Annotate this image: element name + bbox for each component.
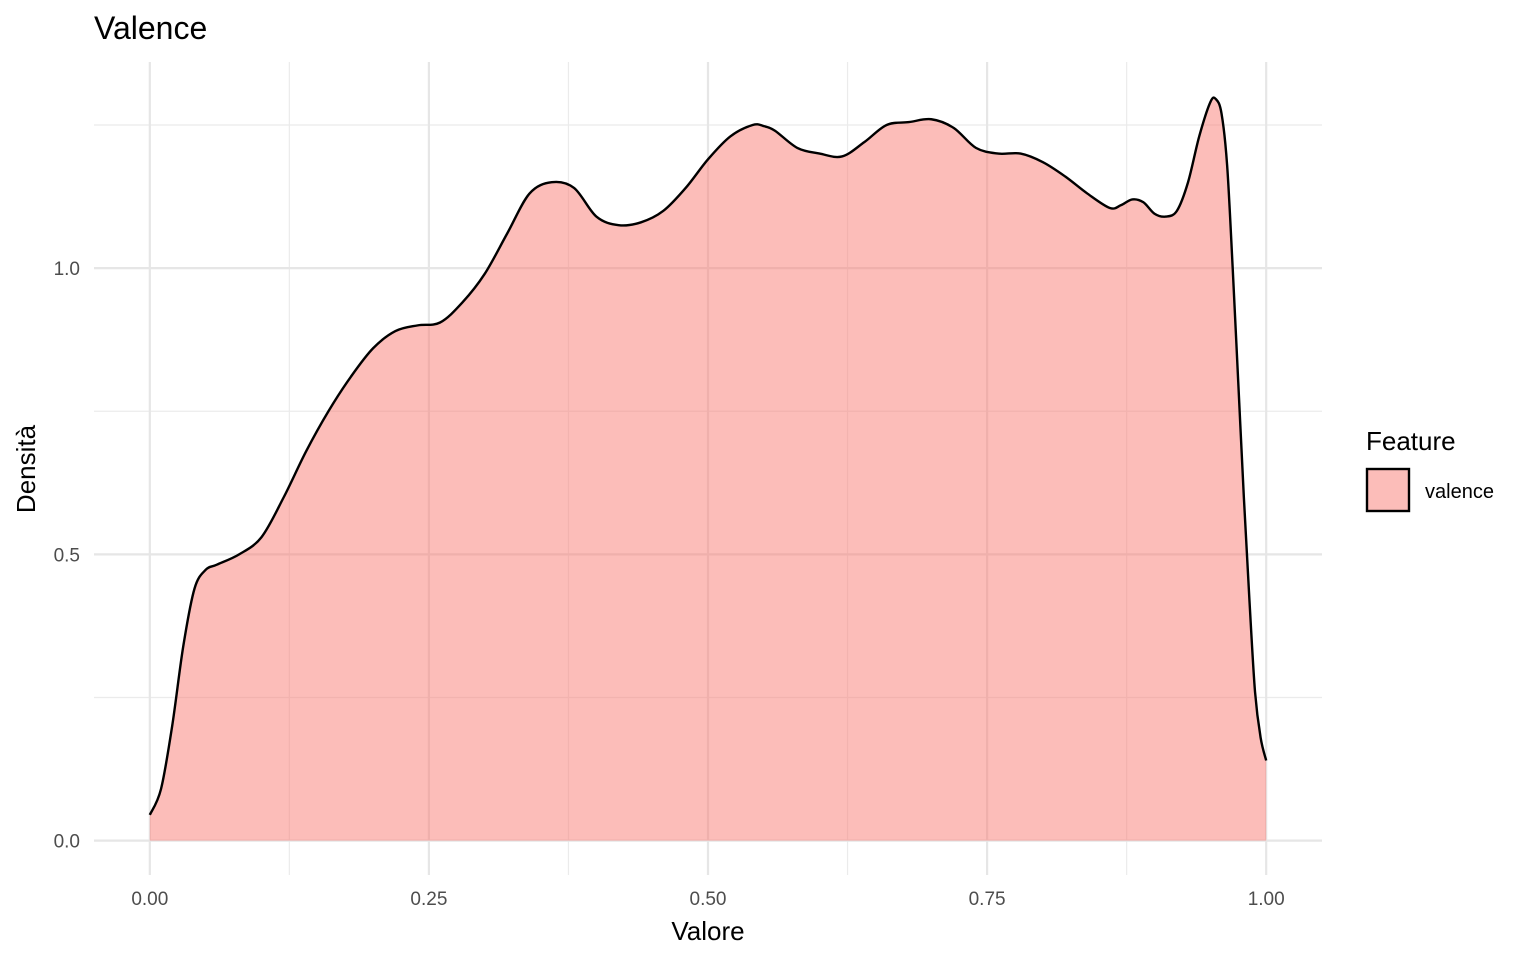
density-area-valence (149, 97, 1267, 841)
legend-key-valence (1365, 467, 1411, 513)
legend-label-valence: valence (1425, 481, 1494, 503)
y-tick-label: 0.0 (54, 832, 80, 853)
x-tick-label: 0.25 (410, 889, 447, 910)
x-axis-ticks: 0.00 0.25 0.50 0.75 1.00 (131, 889, 1284, 910)
y-axis-title: Densità (11, 424, 41, 513)
legend-title: Feature (1366, 426, 1456, 456)
x-axis-title: Valore (671, 916, 744, 946)
legend: Feature valence (1365, 426, 1494, 513)
x-tick-label: 0.75 (969, 889, 1006, 910)
chart-title: Valence (94, 10, 207, 46)
x-tick-label: 1.00 (1248, 889, 1285, 910)
y-axis-ticks: 0.0 0.5 1.0 (54, 259, 80, 853)
y-tick-label: 0.5 (54, 545, 80, 566)
x-tick-label: 0.00 (131, 889, 168, 910)
grid-major (94, 62, 1322, 875)
x-tick-label: 0.50 (690, 889, 727, 910)
density-line-valence (148, 96, 1268, 816)
y-tick-label: 1.0 (54, 259, 80, 280)
density-layer (148, 96, 1268, 841)
